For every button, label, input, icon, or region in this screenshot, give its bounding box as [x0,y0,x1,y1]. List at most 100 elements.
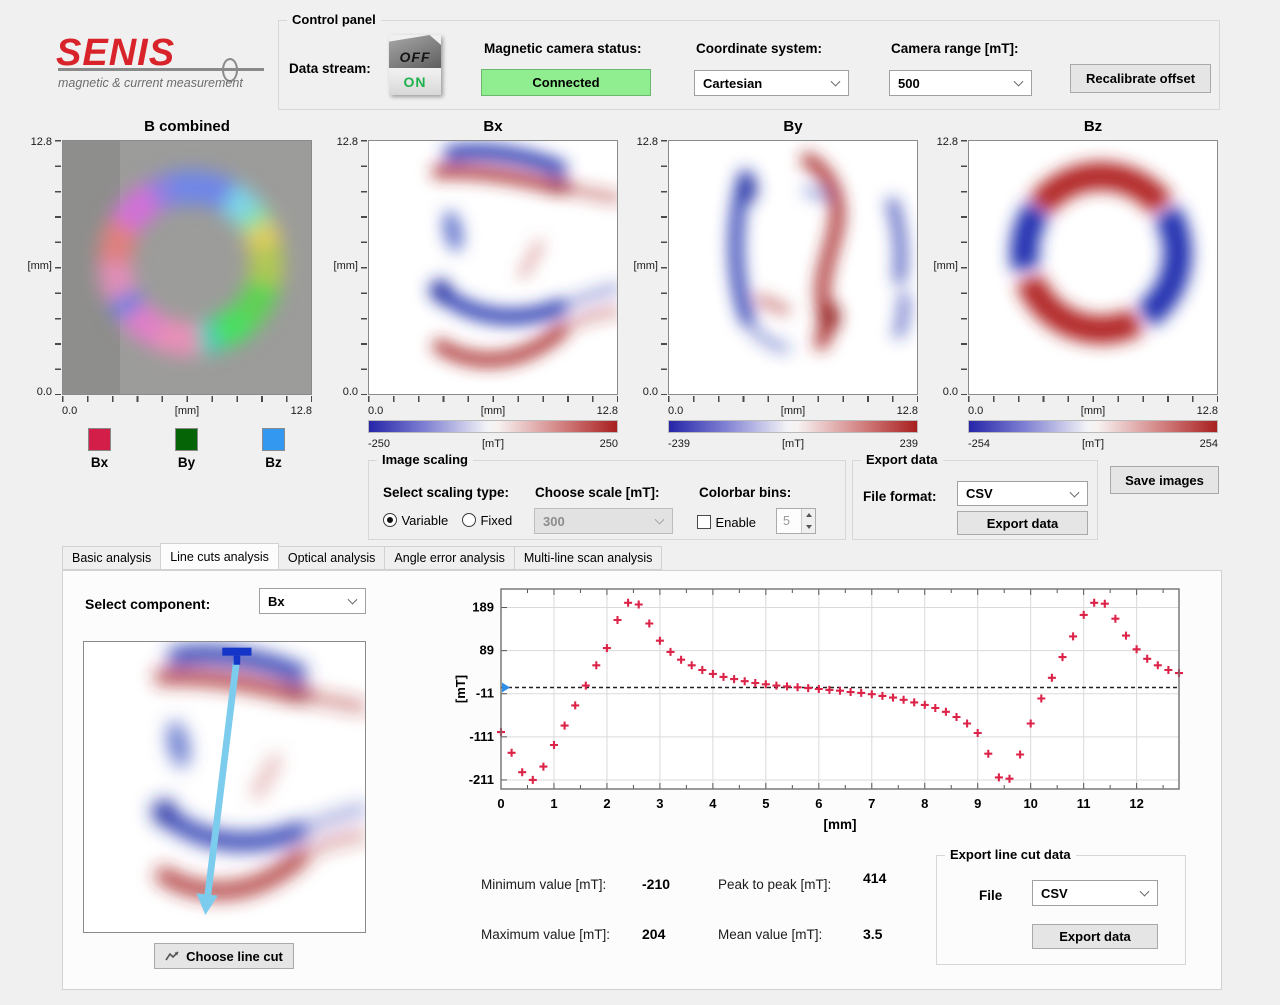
spinner-up-button[interactable] [802,509,815,521]
radio-fixed-label[interactable]: Fixed [480,513,513,528]
legend-swatch-by [175,428,198,451]
tab-line-cuts-analysis[interactable]: Line cuts analysis [160,543,279,570]
camera-status-value: Connected [481,69,651,96]
legend-swatch-bx [88,428,111,451]
stat-max-label: Maximum value [mT]: [481,927,611,942]
enable-checkbox[interactable]: Enable [697,514,756,532]
tab-optical-analysis[interactable]: Optical analysis [278,546,385,570]
svg-text:-211: -211 [469,772,494,787]
bx-heatmap [368,140,618,395]
stat-mean-label: Mean value [mT]: [718,927,823,942]
camera-range-select[interactable]: 500 [889,70,1032,96]
line-cut-icon [165,951,179,961]
legend-label-bx: Bx [90,455,109,470]
enable-checkbox-icon[interactable] [697,515,711,529]
tab-angle-error-analysis[interactable]: Angle error analysis [384,546,514,570]
svg-text:-11: -11 [476,686,494,701]
spinner-down-button[interactable] [802,521,815,533]
tab-basic-analysis[interactable]: Basic analysis [62,546,161,570]
colorbar-bins-label: Colorbar bins: [699,485,792,500]
x-axis-min-label: 0.0 [62,405,78,417]
enable-checkbox-label[interactable]: Enable [715,515,756,530]
by-colorbar [668,420,918,433]
chevron-down-icon [1013,76,1024,87]
svg-text:-111: -111 [469,729,494,744]
data-stream-toggle[interactable]: OFF ON [389,35,441,95]
export-data-button[interactable]: Export data [957,511,1088,535]
export-file-label: File [979,888,1003,903]
export-line-cut-title: Export line cut data [945,847,1076,862]
bx-colorbar-min: -250 [368,438,391,450]
svg-text:189: 189 [472,600,494,615]
x-axis-min-label: 0.0 [968,405,984,417]
x-axis-ticks [62,396,312,402]
recalibrate-offset-button[interactable]: Recalibrate offset [1070,64,1211,93]
stat-min-value: -210 [642,876,671,892]
export-line-cut-button[interactable]: Export data [1032,924,1158,949]
export-data-title: Export data [861,452,943,467]
bz-colorbar-unit: [mT] [1082,438,1104,450]
choose-line-cut-button[interactable]: Choose line cut [154,943,294,969]
by-colorbar-min: -239 [668,438,691,450]
chevron-down-icon [1069,487,1080,498]
y-axis-ticks [361,140,367,395]
x-axis-unit-label: [mm] [1080,405,1106,417]
bz-colorbar-max: 254 [1199,438,1218,450]
camera-status-label: Magnetic camera status: [484,41,642,56]
radio-variable[interactable]: Variable [383,512,448,530]
radio-variable-label[interactable]: Variable [401,513,449,528]
y-axis-max-label: 12.8 [936,136,958,148]
stat-max-value: 204 [642,926,666,942]
x-axis-max-label: 12.8 [596,405,618,417]
radio-variable-icon[interactable] [383,513,397,527]
choose-scale-select[interactable]: 300 [534,508,673,534]
line-cuts-panel: Select component: Bx [62,570,1222,990]
bins-spinner[interactable]: 5 [776,508,816,534]
bx-heatmap-image [369,141,617,394]
svg-text:12: 12 [1129,796,1143,811]
save-images-button[interactable]: Save images [1110,466,1219,494]
export-file-select[interactable]: CSV [1032,880,1158,906]
image-scaling-title: Image scaling [377,452,473,467]
y-axis-ticks [661,140,667,395]
line-cut-start-marker [502,682,510,693]
control-panel-title: Control panel [287,12,381,27]
radio-fixed[interactable]: Fixed [462,512,512,530]
tab-multi-line-scan-analysis[interactable]: Multi-line scan analysis [513,546,663,570]
camera-range-value: 500 [898,75,920,91]
svg-text:8: 8 [921,796,928,811]
y-axis-max-label: 12.8 [336,136,358,148]
map-title-bx: Bx [483,118,503,135]
svg-text:11: 11 [1077,796,1091,811]
x-axis-unit-label: [mm] [480,405,506,417]
stat-p2p-value: 414 [863,870,887,886]
file-format-select[interactable]: CSV [957,481,1088,506]
select-component-select[interactable]: Bx [259,588,366,614]
x-axis-min-label: 0.0 [368,405,384,417]
x-axis-ticks [668,396,918,402]
toggle-on-label[interactable]: ON [389,68,441,95]
line-cut-preview-map[interactable] [83,641,369,933]
bz-colorbar-min: -254 [968,438,991,450]
line-cut-arrow[interactable] [196,647,252,915]
bx-colorbar-unit: [mT] [482,438,504,450]
control-panel-group: Control panel Data stream: OFF ON Magnet… [278,12,1220,110]
x-axis-max-label: 12.8 [1196,405,1218,417]
radio-fixed-icon[interactable] [462,513,476,527]
line-cut-chart: 189 89 -11 -111 -211 0 1 2 3 4 5 6 7 8 9 10 11 12 [mm] [mT] [453,581,1185,844]
toggle-off-label[interactable]: OFF [389,35,441,68]
x-axis-max-label: 12.8 [290,405,312,417]
map-title-b-combined: B combined [144,118,230,135]
spinner-up-icon [805,513,812,517]
coordinate-system-select[interactable]: Cartesian [694,70,849,96]
bx-colorbar-max: 250 [599,438,618,450]
camera-range-label: Camera range [mT]: [891,41,1019,56]
file-format-label: File format: [863,489,937,504]
senis-logo: SENIS magnetic & current measurement [56,34,268,94]
y-axis-ticks [961,140,967,395]
svg-text:5: 5 [762,796,769,811]
line-cut-preview-image [84,642,369,932]
y-axis-unit-label: [mm] [27,260,52,272]
chevron-down-icon [830,76,841,87]
stat-p2p-label: Peak to peak [mT]: [718,877,832,892]
